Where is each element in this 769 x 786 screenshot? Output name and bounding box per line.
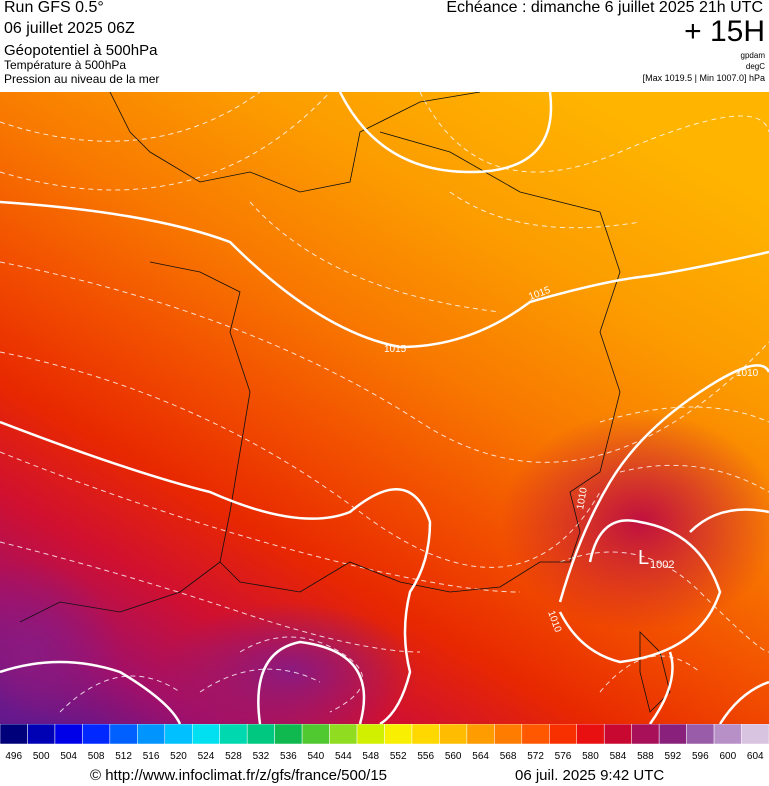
colorbar-label: 560 (445, 751, 462, 762)
colorbar-cell (301, 724, 330, 745)
colorbar-cell (439, 724, 468, 745)
isobar-label: 1015 (384, 344, 407, 355)
colorbar-label: 496 (5, 751, 22, 762)
colorbar-cell (0, 724, 28, 745)
colorbar-cell (246, 724, 275, 745)
colorbar-cell (27, 724, 56, 745)
low-marker: L (638, 547, 649, 569)
colorbar-label: 536 (280, 751, 297, 762)
colorbar-cell (713, 724, 742, 745)
colorbar-cell (329, 724, 358, 745)
colorbar-cell (466, 724, 495, 745)
colorbar-cell (219, 724, 248, 745)
run-date: 06 juillet 2025 06Z (4, 20, 135, 37)
colorbar-label: 604 (747, 751, 764, 762)
temperature-isolines (0, 92, 769, 713)
unit: degC (745, 62, 765, 71)
colorbar-label: 528 (225, 751, 242, 762)
colorbar-label: 524 (198, 751, 215, 762)
colorbar-cell (603, 724, 632, 745)
cold-pool (160, 602, 420, 724)
colorbar-label: 584 (610, 751, 627, 762)
colorbar-cell (274, 724, 303, 745)
colorbar: 496 500 504 508 512 516 520 524 528 532 536 540 544 5… (0, 724, 769, 762)
issue-time: 06 juil. 2025 9:42 UTC (515, 767, 665, 784)
colorbar-label: 572 (527, 751, 544, 762)
colorbar-label: 556 (417, 751, 434, 762)
field-subtitle: Température à 500hPa (4, 58, 127, 72)
isobar-label: 1010 (736, 368, 759, 379)
colorbar-label: 592 (665, 751, 682, 762)
colorbar-label: 508 (88, 751, 105, 762)
colorbar-cell (356, 724, 385, 745)
colorbar-label: 500 (33, 751, 50, 762)
colorbar-label: 596 (692, 751, 709, 762)
run-label: Run GFS 0.5° (4, 0, 104, 16)
map: 1015 1015 1010 1010 1010 L 1002 (0, 92, 769, 724)
colorbar-label: 576 (555, 751, 572, 762)
colorbar-label: 520 (170, 751, 187, 762)
colorbar-label: 552 (390, 751, 407, 762)
unit: gpdam (740, 51, 765, 60)
field-title: Géopotentiel à 500hPa (4, 42, 158, 59)
colorbar-label: 504 (60, 751, 77, 762)
colorbar-cell (576, 724, 605, 745)
colorbar-cell (82, 724, 111, 745)
colorbar-label: 516 (143, 751, 160, 762)
pressure-isobars (0, 92, 769, 724)
colorbar-label: 564 (472, 751, 489, 762)
colorbar-label: 532 (253, 751, 270, 762)
source-link: © http://www.infoclimat.fr/z/gfs/france/… (90, 767, 388, 784)
colorbar-cell (137, 724, 166, 745)
field-subtitle: Pression au niveau de la mer (4, 72, 160, 86)
colorbar-label: 600 (719, 751, 736, 762)
colorbar-label: 544 (335, 751, 352, 762)
lead-time: + 15H (684, 15, 765, 48)
colorbar-cell (686, 724, 715, 745)
coastline (19, 92, 671, 713)
valid-time: Echéance : dimanche 6 juillet 2025 21h U… (446, 0, 763, 16)
isobar-label: 1010 (575, 486, 590, 510)
colorbar-label: 548 (362, 751, 379, 762)
colorbar-label: 568 (500, 751, 517, 762)
colorbar-cell (384, 724, 413, 745)
colorbar-cell (411, 724, 440, 745)
colorbar-cell (164, 724, 193, 745)
colorbar-label: 588 (637, 751, 654, 762)
colorbar-label: 540 (307, 751, 324, 762)
colorbar-label: 512 (115, 751, 132, 762)
colorbar-cell (549, 724, 577, 745)
low-value: 1002 (650, 559, 674, 571)
colorbar-cell (192, 724, 220, 745)
colorbar-cell (109, 724, 138, 745)
colorbar-cell (494, 724, 523, 745)
colorbar-label: 580 (582, 751, 599, 762)
colorbar-cell (741, 724, 769, 745)
colorbar-cell (54, 724, 83, 745)
colorbar-cell (658, 724, 687, 745)
colorbar-cell (631, 724, 660, 745)
pressure-range: [Max 1019.5 | Min 1007.0] hPa (642, 73, 765, 83)
cold-pool (0, 562, 120, 724)
colorbar-cell (521, 724, 550, 745)
